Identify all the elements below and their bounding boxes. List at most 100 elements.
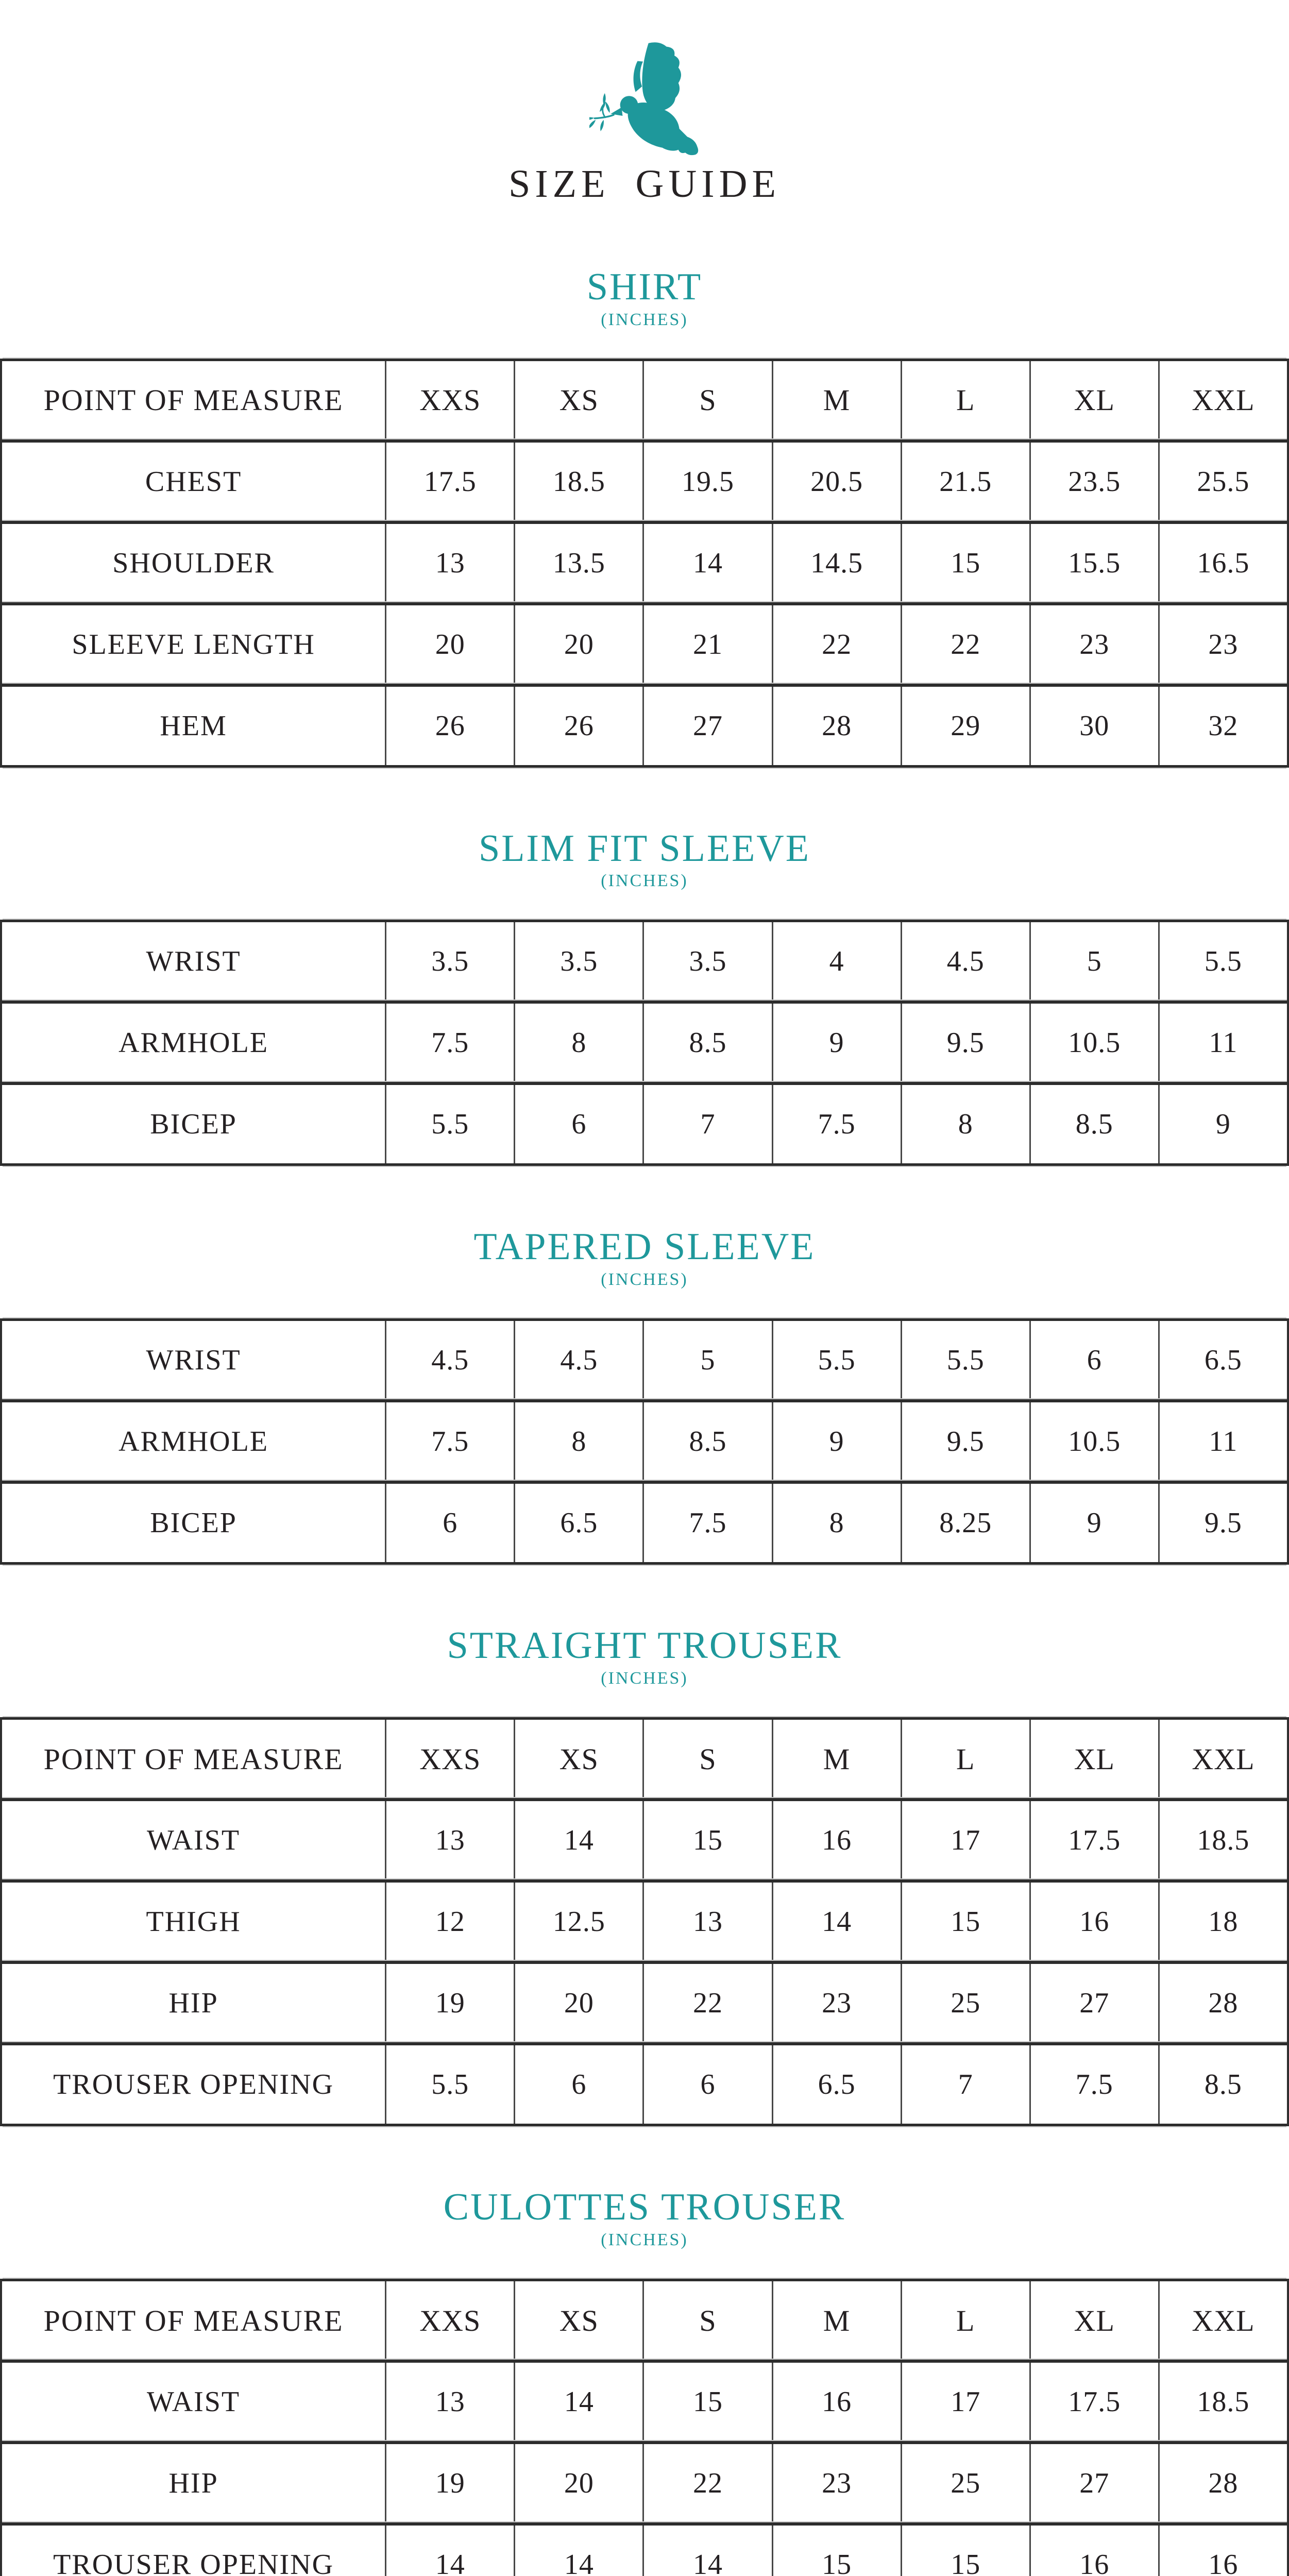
section-tapered-sleeve: TAPERED SLEEVE (INCHES) WRIST 4.5 4.5 5 5.5 5.5… xyxy=(0,1226,1289,1565)
table-row: HEM 26 26 27 28 29 30 32 xyxy=(2,682,1287,765)
size-value: 10.5 xyxy=(1029,1402,1158,1481)
size-value: 16 xyxy=(1158,2526,1287,2576)
size-value: 18.5 xyxy=(514,442,642,521)
size-value: 13 xyxy=(385,523,514,602)
size-tables: SHIRT (INCHES) POINT OF MEASURE XXS XS S M L XL X… xyxy=(0,265,1289,2576)
size-value: 16 xyxy=(771,1801,901,1880)
size-value: 15 xyxy=(642,1801,771,1880)
size-value: 8.5 xyxy=(642,1402,771,1481)
size-value: 25 xyxy=(900,2444,1029,2523)
size-value: 6 xyxy=(1029,1321,1158,1400)
size-header: M xyxy=(771,1720,901,1799)
size-value: 23 xyxy=(771,1964,901,2043)
measure-label: ARMHOLE xyxy=(118,1426,269,1458)
size-value: 13 xyxy=(642,1883,771,1961)
size-value: 5.5 xyxy=(385,1085,514,1164)
size-header: L xyxy=(900,361,1029,439)
size-value: 3.5 xyxy=(385,922,514,1001)
size-value: 15 xyxy=(771,2526,901,2576)
size-header: XXL xyxy=(1158,2281,1287,2360)
brand-title: SIZE GUIDE xyxy=(508,162,781,206)
size-value: 5.5 xyxy=(385,2045,514,2124)
section-unit-label: (INCHES) xyxy=(601,1270,688,1290)
measure-label: HEM xyxy=(160,709,227,742)
size-value: 3.5 xyxy=(514,922,642,1001)
measure-label: SHOULDER xyxy=(112,547,275,579)
size-value: 8 xyxy=(514,1004,642,1082)
table-row: BICEP 5.5 6 7 7.5 8 8.5 9 xyxy=(2,1081,1287,1164)
size-value: 23.5 xyxy=(1029,442,1158,521)
size-value: 28 xyxy=(1158,2444,1287,2523)
size-value: 7.5 xyxy=(771,1085,901,1164)
size-value: 3.5 xyxy=(642,922,771,1001)
size-value: 16 xyxy=(1029,2526,1158,2576)
section-culottes-trouser: CULOTTES TROUSER (INCHES) POINT OF MEASURE… xyxy=(0,2187,1289,2576)
size-value: 5 xyxy=(642,1321,771,1400)
size-value: 6 xyxy=(385,1484,514,1563)
size-value: 19.5 xyxy=(642,442,771,521)
size-value: 9 xyxy=(771,1402,901,1481)
measure-label: HIP xyxy=(168,2467,218,2500)
measure-label: TROUSER OPENING xyxy=(53,2069,334,2101)
size-value: 7.5 xyxy=(385,1004,514,1082)
table-row: WRIST 4.5 4.5 5 5.5 5.5 6 6.5 xyxy=(2,1321,1287,1400)
measure-label: CHEST xyxy=(145,465,242,498)
table-row: BICEP 6 6.5 7.5 8 8.25 9 9.5 xyxy=(2,1480,1287,1563)
size-header: M xyxy=(771,2281,901,2360)
size-value: 8.5 xyxy=(1158,2045,1287,2124)
table-row: WRIST 3.5 3.5 3.5 4 4.5 5 5.5 xyxy=(2,922,1287,1001)
size-value: 18.5 xyxy=(1158,1801,1287,1880)
table-row: TROUSER OPENING 5.5 6 6 6.5 7 7.5 8.5 xyxy=(2,2041,1287,2124)
size-value: 12 xyxy=(385,1883,514,1961)
size-table: POINT OF MEASURE XXS XS S M L XL XXL WAIST 13 14 15… xyxy=(0,2279,1289,2576)
measure-label: WAIST xyxy=(147,1824,241,1857)
table-row: HIP 19 20 22 23 25 27 28 xyxy=(2,1960,1287,2043)
measure-label: WRIST xyxy=(146,945,241,978)
size-value: 20 xyxy=(514,2444,642,2523)
size-value: 8.5 xyxy=(642,1004,771,1082)
size-value: 14 xyxy=(642,2526,771,2576)
size-value: 14 xyxy=(642,523,771,602)
size-header: XXL xyxy=(1158,1720,1287,1799)
size-value: 9 xyxy=(1029,1484,1158,1563)
size-value: 16.5 xyxy=(1158,523,1287,602)
size-value: 18.5 xyxy=(1158,2363,1287,2442)
size-value: 20 xyxy=(514,1964,642,2043)
table-row: THIGH 12 12.5 13 14 15 16 18 xyxy=(2,1878,1287,1961)
size-value: 6.5 xyxy=(771,2045,901,2124)
size-value: 17.5 xyxy=(385,442,514,521)
size-value: 17.5 xyxy=(1029,2363,1158,2442)
size-value: 15.5 xyxy=(1029,523,1158,602)
size-value: 5.5 xyxy=(900,1321,1029,1400)
table-row: TROUSER OPENING 14 14 14 15 15 16 16 xyxy=(2,2521,1287,2576)
size-value: 22 xyxy=(642,1964,771,2043)
size-value: 16 xyxy=(771,2363,901,2442)
size-value: 7.5 xyxy=(385,1402,514,1481)
size-value: 19 xyxy=(385,1964,514,2043)
size-value: 9 xyxy=(771,1004,901,1082)
size-table: WRIST 3.5 3.5 3.5 4 4.5 5 5.5 ARMHOLE 7.5 8 8.5 9 9.5… xyxy=(0,920,1289,1166)
size-value: 15 xyxy=(900,523,1029,602)
size-value: 13 xyxy=(385,1801,514,1880)
table-row: SHOULDER 13 13.5 14 14.5 15 15.5 16.5 xyxy=(2,519,1287,602)
size-value: 25 xyxy=(900,1964,1029,2043)
size-value: 20.5 xyxy=(771,442,901,521)
size-value: 11 xyxy=(1158,1004,1287,1082)
section-title: SLIM FIT SLEEVE xyxy=(479,827,810,870)
section-unit-label: (INCHES) xyxy=(601,2230,688,2250)
table-row: CHEST 17.5 18.5 19.5 20.5 21.5 23.5 25.5 xyxy=(2,438,1287,521)
section-title: SHIRT xyxy=(586,265,703,308)
point-of-measure-header: POINT OF MEASURE xyxy=(43,2303,344,2337)
dove-with-olive-branch-icon xyxy=(589,42,699,156)
size-value: 20 xyxy=(385,605,514,684)
size-value: 7.5 xyxy=(642,1484,771,1563)
size-value: 27 xyxy=(1029,2444,1158,2523)
measure-label: BICEP xyxy=(150,1507,237,1539)
size-value: 11 xyxy=(1158,1402,1287,1481)
size-table: POINT OF MEASURE XXS XS S M L XL XXL CHEST 17.5 18… xyxy=(0,358,1289,768)
size-value: 29 xyxy=(900,686,1029,765)
size-value: 9.5 xyxy=(900,1402,1029,1481)
table-row: WAIST 13 14 15 16 17 17.5 18.5 xyxy=(2,1797,1287,1880)
section-title: STRAIGHT TROUSER xyxy=(447,1624,842,1667)
point-of-measure-header: POINT OF MEASURE xyxy=(43,1742,344,1776)
